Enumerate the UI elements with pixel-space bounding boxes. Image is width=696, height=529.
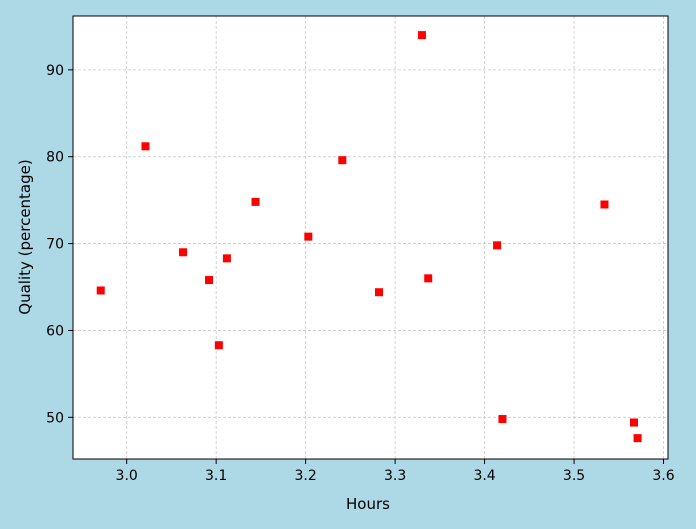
y-tick-label: 50 — [46, 410, 64, 426]
x-axis-ticks: 3.0 3.1 3.2 3.3 3.4 3.5 3.6 — [116, 459, 675, 484]
data-point — [498, 415, 507, 424]
data-point — [633, 434, 642, 443]
x-tick-label: 3.0 — [116, 468, 138, 484]
x-tick-label: 3.5 — [563, 468, 585, 484]
x-tick-label: 3.6 — [652, 468, 674, 484]
data-point — [214, 341, 223, 350]
y-tick-label: 80 — [46, 150, 64, 166]
data-point — [375, 288, 383, 297]
data-point — [338, 156, 347, 165]
data-points — [96, 31, 642, 443]
data-point — [251, 197, 260, 206]
data-point — [96, 286, 105, 295]
data-point — [600, 200, 609, 209]
plot-area — [73, 16, 668, 459]
y-tick-label: 90 — [46, 63, 64, 79]
data-point — [493, 241, 502, 250]
y-axis-label: Quality (percentage) — [16, 159, 34, 314]
data-point — [141, 142, 150, 151]
data-point — [179, 248, 188, 257]
x-tick-label: 3.2 — [294, 468, 316, 484]
data-point — [205, 276, 213, 285]
x-tick-label: 3.1 — [205, 468, 227, 484]
data-point — [424, 274, 433, 283]
y-tick-label: 60 — [46, 323, 64, 339]
data-point — [630, 418, 638, 427]
x-tick-label: 3.4 — [473, 468, 495, 484]
data-point — [304, 232, 313, 241]
y-axis-ticks: 50 60 70 80 90 — [46, 63, 73, 426]
x-axis-label: Hours — [346, 495, 390, 513]
data-point — [417, 31, 426, 40]
data-point — [222, 254, 231, 263]
plot-frame — [72, 15, 669, 460]
x-tick-label: 3.3 — [384, 468, 406, 484]
y-tick-label: 70 — [46, 237, 64, 253]
